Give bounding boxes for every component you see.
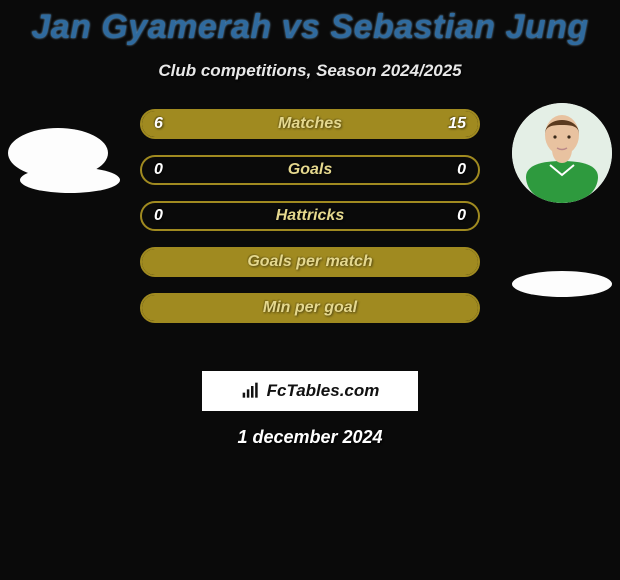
stat-label: Goals per match xyxy=(142,249,478,275)
stat-label: Min per goal xyxy=(142,295,478,321)
stat-bar-mpg: Min per goal xyxy=(140,293,480,323)
date-label: 1 december 2024 xyxy=(0,427,620,448)
stat-bars: 615Matches 00Goals 00Hattricks Goals per ma… xyxy=(140,109,480,339)
player-right-team-logo xyxy=(512,271,612,297)
attribution-badge: FcTables.com xyxy=(202,371,418,411)
attribution-text: FcTables.com xyxy=(267,381,380,401)
bar-chart-icon xyxy=(241,382,261,400)
player-left-team-logo xyxy=(20,167,120,193)
player-right-avatar xyxy=(512,103,612,203)
stat-bar-gpm: Goals per match xyxy=(140,247,480,277)
player-portrait-icon xyxy=(512,103,612,203)
stat-label: Goals xyxy=(142,157,478,183)
stat-label: Hattricks xyxy=(142,203,478,229)
comparison-stage: 615Matches 00Goals 00Hattricks Goals per ma… xyxy=(0,103,620,363)
subtitle: Club competitions, Season 2024/2025 xyxy=(0,61,620,81)
stat-bar-matches: 615Matches xyxy=(140,109,480,139)
page-title: Jan Gyamerah vs Sebastian Jung xyxy=(0,0,620,47)
stat-bar-hattricks: 00Hattricks xyxy=(140,201,480,231)
stat-label: Matches xyxy=(142,111,478,137)
stat-bar-goals: 00Goals xyxy=(140,155,480,185)
